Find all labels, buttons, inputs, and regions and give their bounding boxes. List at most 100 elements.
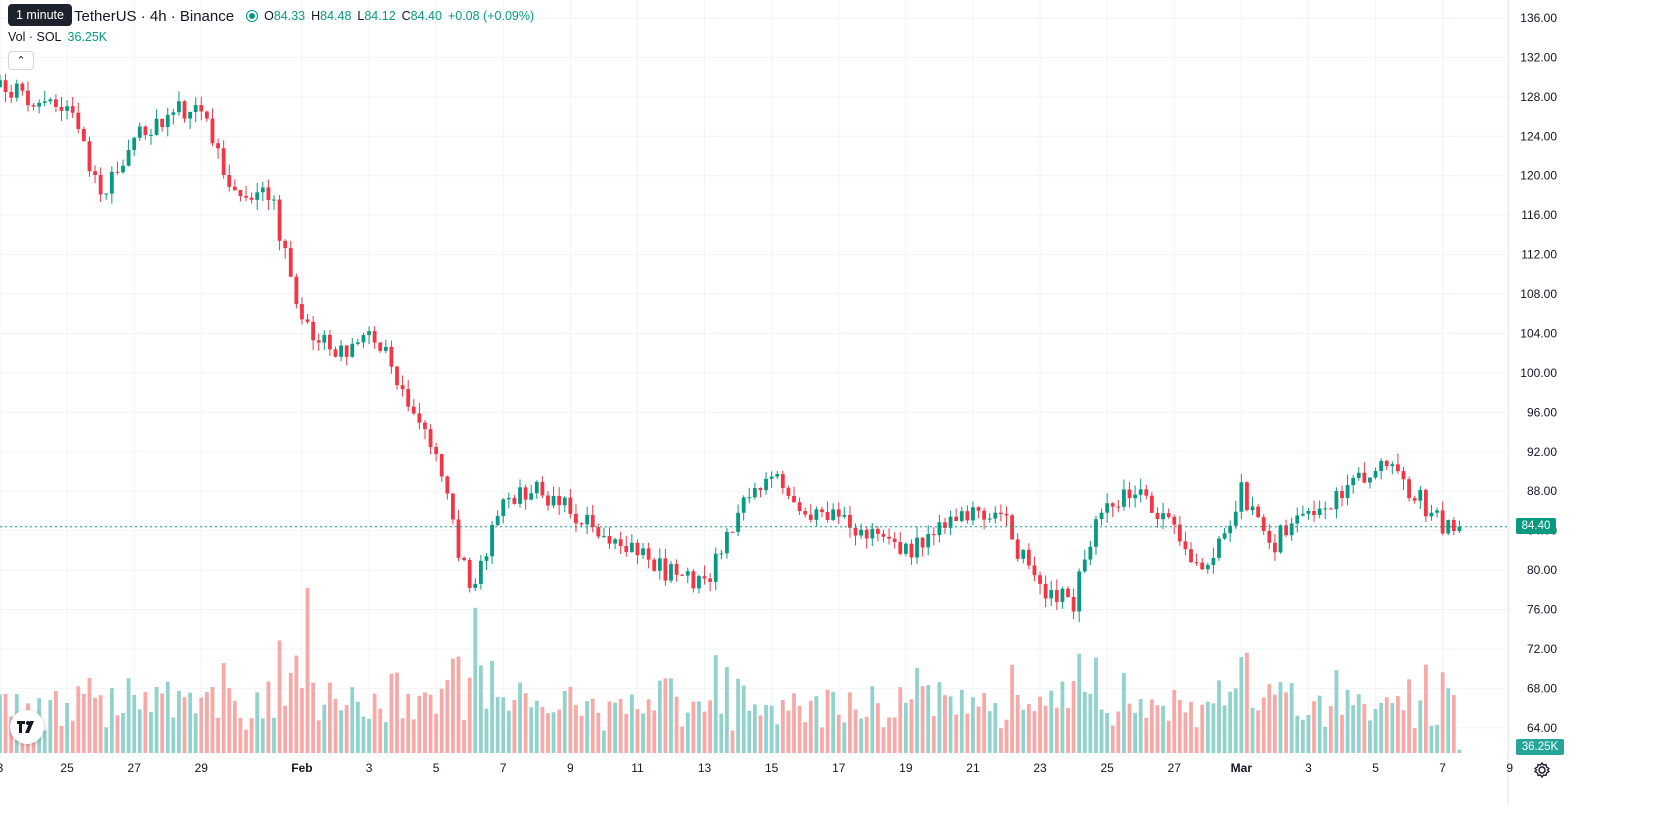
volume-bar <box>674 696 679 753</box>
candle-body <box>663 558 668 581</box>
candle-body <box>523 487 528 500</box>
collapse-legend-button[interactable]: ⌃ <box>8 51 34 70</box>
candle-body <box>182 101 187 119</box>
candle-body <box>305 319 310 322</box>
candle-body <box>875 528 880 534</box>
time-tick-label: 25 <box>60 761 74 775</box>
volume-bar <box>70 720 75 753</box>
volume-bar <box>635 709 640 753</box>
volume-bar <box>512 700 517 753</box>
candle-body <box>1043 583 1048 599</box>
candle-body <box>14 83 19 98</box>
volume-bar <box>1317 695 1322 753</box>
price-tick-label: 128.00 <box>1520 90 1557 104</box>
candle-body <box>1457 526 1462 532</box>
volume-bar <box>1379 702 1384 753</box>
volume-bar <box>965 713 970 753</box>
volume-bar <box>1300 719 1305 753</box>
candle-body <box>1015 539 1020 559</box>
candle-body <box>149 134 153 136</box>
candle-body <box>540 481 545 496</box>
candle-body <box>641 548 645 556</box>
candle-body <box>1228 525 1233 534</box>
candle-body <box>691 571 696 589</box>
volume-bar <box>1356 694 1361 753</box>
volume-bar <box>244 729 248 753</box>
volume-bar <box>154 687 159 753</box>
candle-body <box>367 331 371 336</box>
volume-bar <box>389 673 394 753</box>
candle-body <box>1418 489 1423 501</box>
candle-body <box>574 513 578 524</box>
candle-body <box>1183 541 1188 550</box>
volume-bar <box>372 693 377 753</box>
candle-body <box>462 557 467 560</box>
candle-body <box>1071 596 1076 612</box>
volume-bar <box>216 717 220 753</box>
time-axis[interactable]: 3 25 27 29 Feb 3 5 7 9 11 13 15 17 19 21 23 25 27 Mar 3 5 7 9 <box>0 761 1513 775</box>
volume-bar <box>937 682 942 753</box>
tradingview-logo-icon[interactable] <box>10 710 44 744</box>
candle-body <box>59 106 64 111</box>
volume-bar <box>1116 711 1121 753</box>
candle-body <box>104 193 109 195</box>
price-axis[interactable]: 136.00 132.00 128.00 124.00 120.00 116.00 112.… <box>1520 11 1557 735</box>
symbol-title[interactable]: TetherUS · 4h · Binance <box>74 7 235 25</box>
volume-legend[interactable]: Vol · SOL 36.25K <box>8 30 107 44</box>
volume-bar <box>115 715 120 753</box>
volume-bar <box>484 708 489 753</box>
volume-bar <box>613 702 617 753</box>
volume-bar <box>853 709 858 753</box>
market-status-icon[interactable] <box>246 10 259 22</box>
volume-bar <box>825 689 830 753</box>
time-tick-label: Mar <box>1231 761 1253 775</box>
candle-body <box>1317 508 1322 516</box>
candle-body <box>999 512 1003 514</box>
open-value: O84.33 <box>264 9 306 23</box>
volume-bar <box>831 691 836 753</box>
candlesticks[interactable] <box>0 73 1462 623</box>
volume-bar <box>367 718 371 753</box>
volume-bar <box>652 710 657 753</box>
candle-body <box>814 509 819 520</box>
volume-bar <box>65 702 70 753</box>
volume-bar <box>574 705 578 753</box>
volume-bar <box>1429 725 1434 753</box>
volume-bar <box>808 700 813 753</box>
volume-bar <box>423 692 427 753</box>
candle-body <box>445 476 450 494</box>
volume-bar <box>121 713 125 753</box>
volume-bar <box>501 697 506 753</box>
volume-bar <box>579 715 584 753</box>
volume-bar <box>0 694 2 753</box>
time-tick-label: 27 <box>128 761 142 775</box>
settings-gear-icon[interactable] <box>1531 759 1553 781</box>
time-tick-label: 9 <box>1506 761 1513 775</box>
candle-body <box>1423 489 1428 517</box>
candle-body <box>1328 508 1333 510</box>
volume-bar <box>915 667 919 753</box>
candle-body <box>428 429 433 448</box>
volume-bar <box>445 679 450 753</box>
candle-body <box>730 531 735 533</box>
volume-bar <box>1423 664 1428 753</box>
candle-body <box>1205 565 1210 570</box>
volume-bar <box>1077 653 1082 753</box>
volume-bar <box>1094 657 1098 753</box>
volume-bar <box>1289 683 1294 753</box>
volume-bar <box>1250 707 1255 753</box>
candle-body <box>333 349 338 357</box>
volume-bar <box>1284 692 1288 753</box>
volume-bar <box>395 672 399 753</box>
volume-label: Vol · SOL <box>8 30 62 44</box>
candle-body <box>439 454 444 477</box>
volume-bar <box>93 697 97 753</box>
candle-body <box>339 345 343 357</box>
volume-bar <box>400 718 405 753</box>
candle-body <box>1451 520 1456 532</box>
candle-body <box>546 495 550 506</box>
volume-bar <box>1054 707 1059 753</box>
volume-bar <box>585 701 590 753</box>
volume-bar <box>1261 697 1266 753</box>
